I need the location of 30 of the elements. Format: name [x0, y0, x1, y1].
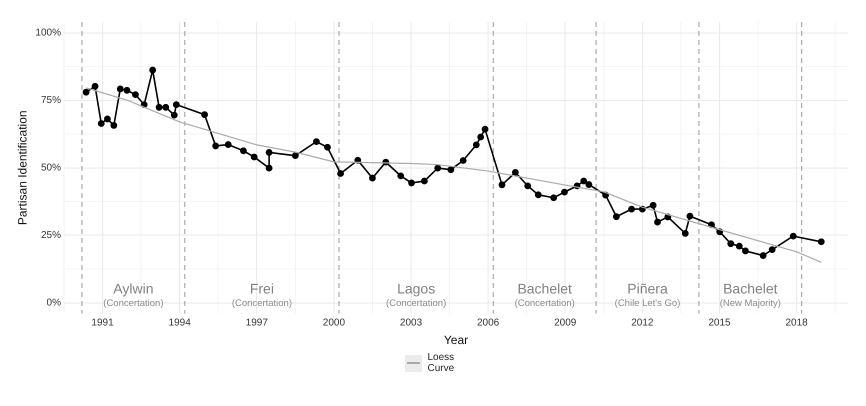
- y-tick-label: 0%: [46, 298, 62, 309]
- annotation: (New Majority): [720, 298, 781, 310]
- annotation: Lagos: [397, 280, 436, 296]
- x-axis-title: Year: [444, 333, 468, 348]
- annotation: (Concertation): [232, 298, 292, 310]
- x-tick-label: 2018: [785, 317, 808, 328]
- x-tick-label: 2009: [554, 317, 577, 328]
- y-tick-label: 75%: [40, 95, 62, 106]
- x-tick-label: 1991: [91, 317, 114, 328]
- x-tick-label: 2015: [708, 317, 732, 328]
- annotation: (Concertation): [386, 298, 446, 310]
- x-tick-label: 2003: [400, 317, 423, 328]
- y-axis-title: Partisan Identification: [16, 110, 30, 226]
- annotation: Aylwin: [113, 280, 154, 296]
- annotation: (Concertation): [103, 298, 164, 310]
- y-tick-label: 25%: [40, 230, 62, 242]
- x-tick-label: 2000: [322, 317, 346, 328]
- y-tick-label: 50%: [40, 162, 62, 174]
- annotation: (Concertation): [514, 298, 575, 310]
- annotation: (Chile Let's Go): [614, 298, 680, 310]
- x-tick-label: 1994: [168, 317, 192, 328]
- legend-label: Loess Curve: [428, 352, 456, 374]
- x-tick-label: 2012: [631, 317, 654, 328]
- y-tick-label: 100%: [35, 28, 62, 39]
- annotation: Piñera: [627, 280, 668, 296]
- annotation: Frei: [250, 280, 274, 296]
- x-tick-label: 2006: [476, 317, 500, 328]
- annotation: Bachelet: [723, 280, 778, 296]
- x-tick-label: 1997: [246, 317, 268, 328]
- annotation: Bachelet: [517, 280, 572, 296]
